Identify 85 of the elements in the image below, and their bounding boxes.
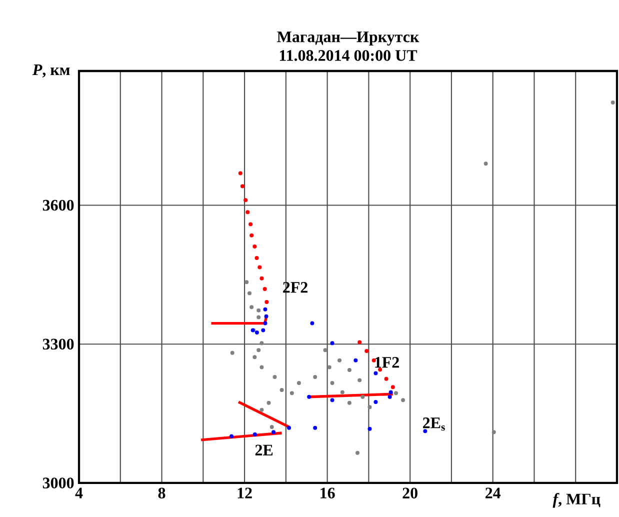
point — [358, 378, 362, 382]
point — [330, 380, 334, 385]
point — [330, 341, 334, 346]
point — [492, 430, 496, 434]
point — [244, 280, 249, 284]
x-tick-label: 8 — [158, 488, 166, 498]
point — [260, 408, 264, 412]
point — [347, 368, 352, 372]
y-tick-label: 3300 — [42, 338, 74, 350]
point — [368, 405, 372, 410]
point — [256, 315, 261, 320]
point — [248, 222, 253, 226]
point — [250, 305, 254, 310]
point — [264, 314, 268, 318]
point — [384, 376, 388, 381]
point — [250, 233, 254, 238]
point — [484, 162, 488, 166]
point — [256, 348, 261, 352]
chart-subtitle: 11.08.2014 00:00 UT — [280, 50, 418, 61]
point — [252, 355, 257, 360]
point — [248, 291, 252, 296]
annotation: 1F2 — [375, 356, 399, 368]
point — [230, 434, 234, 438]
point — [266, 400, 271, 405]
chart-title: Магадан—Иркутск — [277, 32, 420, 46]
point — [388, 390, 393, 394]
point — [270, 424, 274, 429]
point — [307, 394, 312, 399]
point — [313, 374, 318, 379]
point — [280, 388, 284, 392]
point — [364, 349, 369, 354]
point — [240, 184, 244, 188]
point — [313, 426, 318, 430]
point — [252, 432, 257, 436]
point — [296, 380, 301, 385]
point — [272, 430, 276, 434]
point — [360, 394, 365, 399]
point — [263, 321, 268, 326]
point — [338, 358, 342, 362]
point — [258, 265, 262, 270]
x-tick-label: 12 — [238, 488, 252, 498]
x-tick-label: 4 — [75, 488, 83, 498]
point — [260, 341, 264, 346]
point — [394, 391, 398, 396]
point — [401, 398, 406, 402]
point — [358, 340, 362, 344]
point — [260, 365, 264, 370]
point — [252, 244, 257, 248]
point — [246, 210, 250, 214]
point — [238, 171, 242, 176]
x-tick-label: 24 — [486, 488, 501, 498]
point — [244, 198, 248, 202]
point — [310, 321, 314, 326]
point — [390, 385, 395, 390]
point — [254, 256, 259, 260]
point — [260, 276, 264, 280]
annotation: 2E — [255, 444, 273, 456]
point — [272, 374, 277, 379]
point — [263, 307, 268, 312]
point — [254, 330, 259, 335]
point — [261, 328, 266, 332]
point — [262, 287, 267, 292]
point — [388, 394, 392, 399]
point — [264, 300, 269, 304]
point — [374, 400, 378, 404]
point — [354, 358, 358, 362]
point — [330, 398, 334, 402]
x-tick-label: 16 — [320, 488, 335, 498]
point — [323, 348, 328, 352]
point — [347, 400, 352, 405]
point — [290, 391, 294, 396]
point — [230, 350, 234, 355]
point — [368, 426, 372, 431]
x-tick-label: 20 — [402, 488, 418, 498]
annotation: 2E$_{s}$ — [423, 418, 445, 431]
point — [374, 371, 378, 376]
point — [327, 365, 332, 370]
point — [256, 308, 261, 312]
y-tick-label: 3600 — [42, 200, 74, 211]
y-axis-title: P, км — [32, 64, 70, 78]
x-axis-title: f, МГц — [552, 493, 600, 508]
y-tick-label: 3000 — [42, 478, 74, 488]
point — [356, 450, 360, 455]
point — [340, 390, 344, 394]
point — [287, 426, 292, 430]
